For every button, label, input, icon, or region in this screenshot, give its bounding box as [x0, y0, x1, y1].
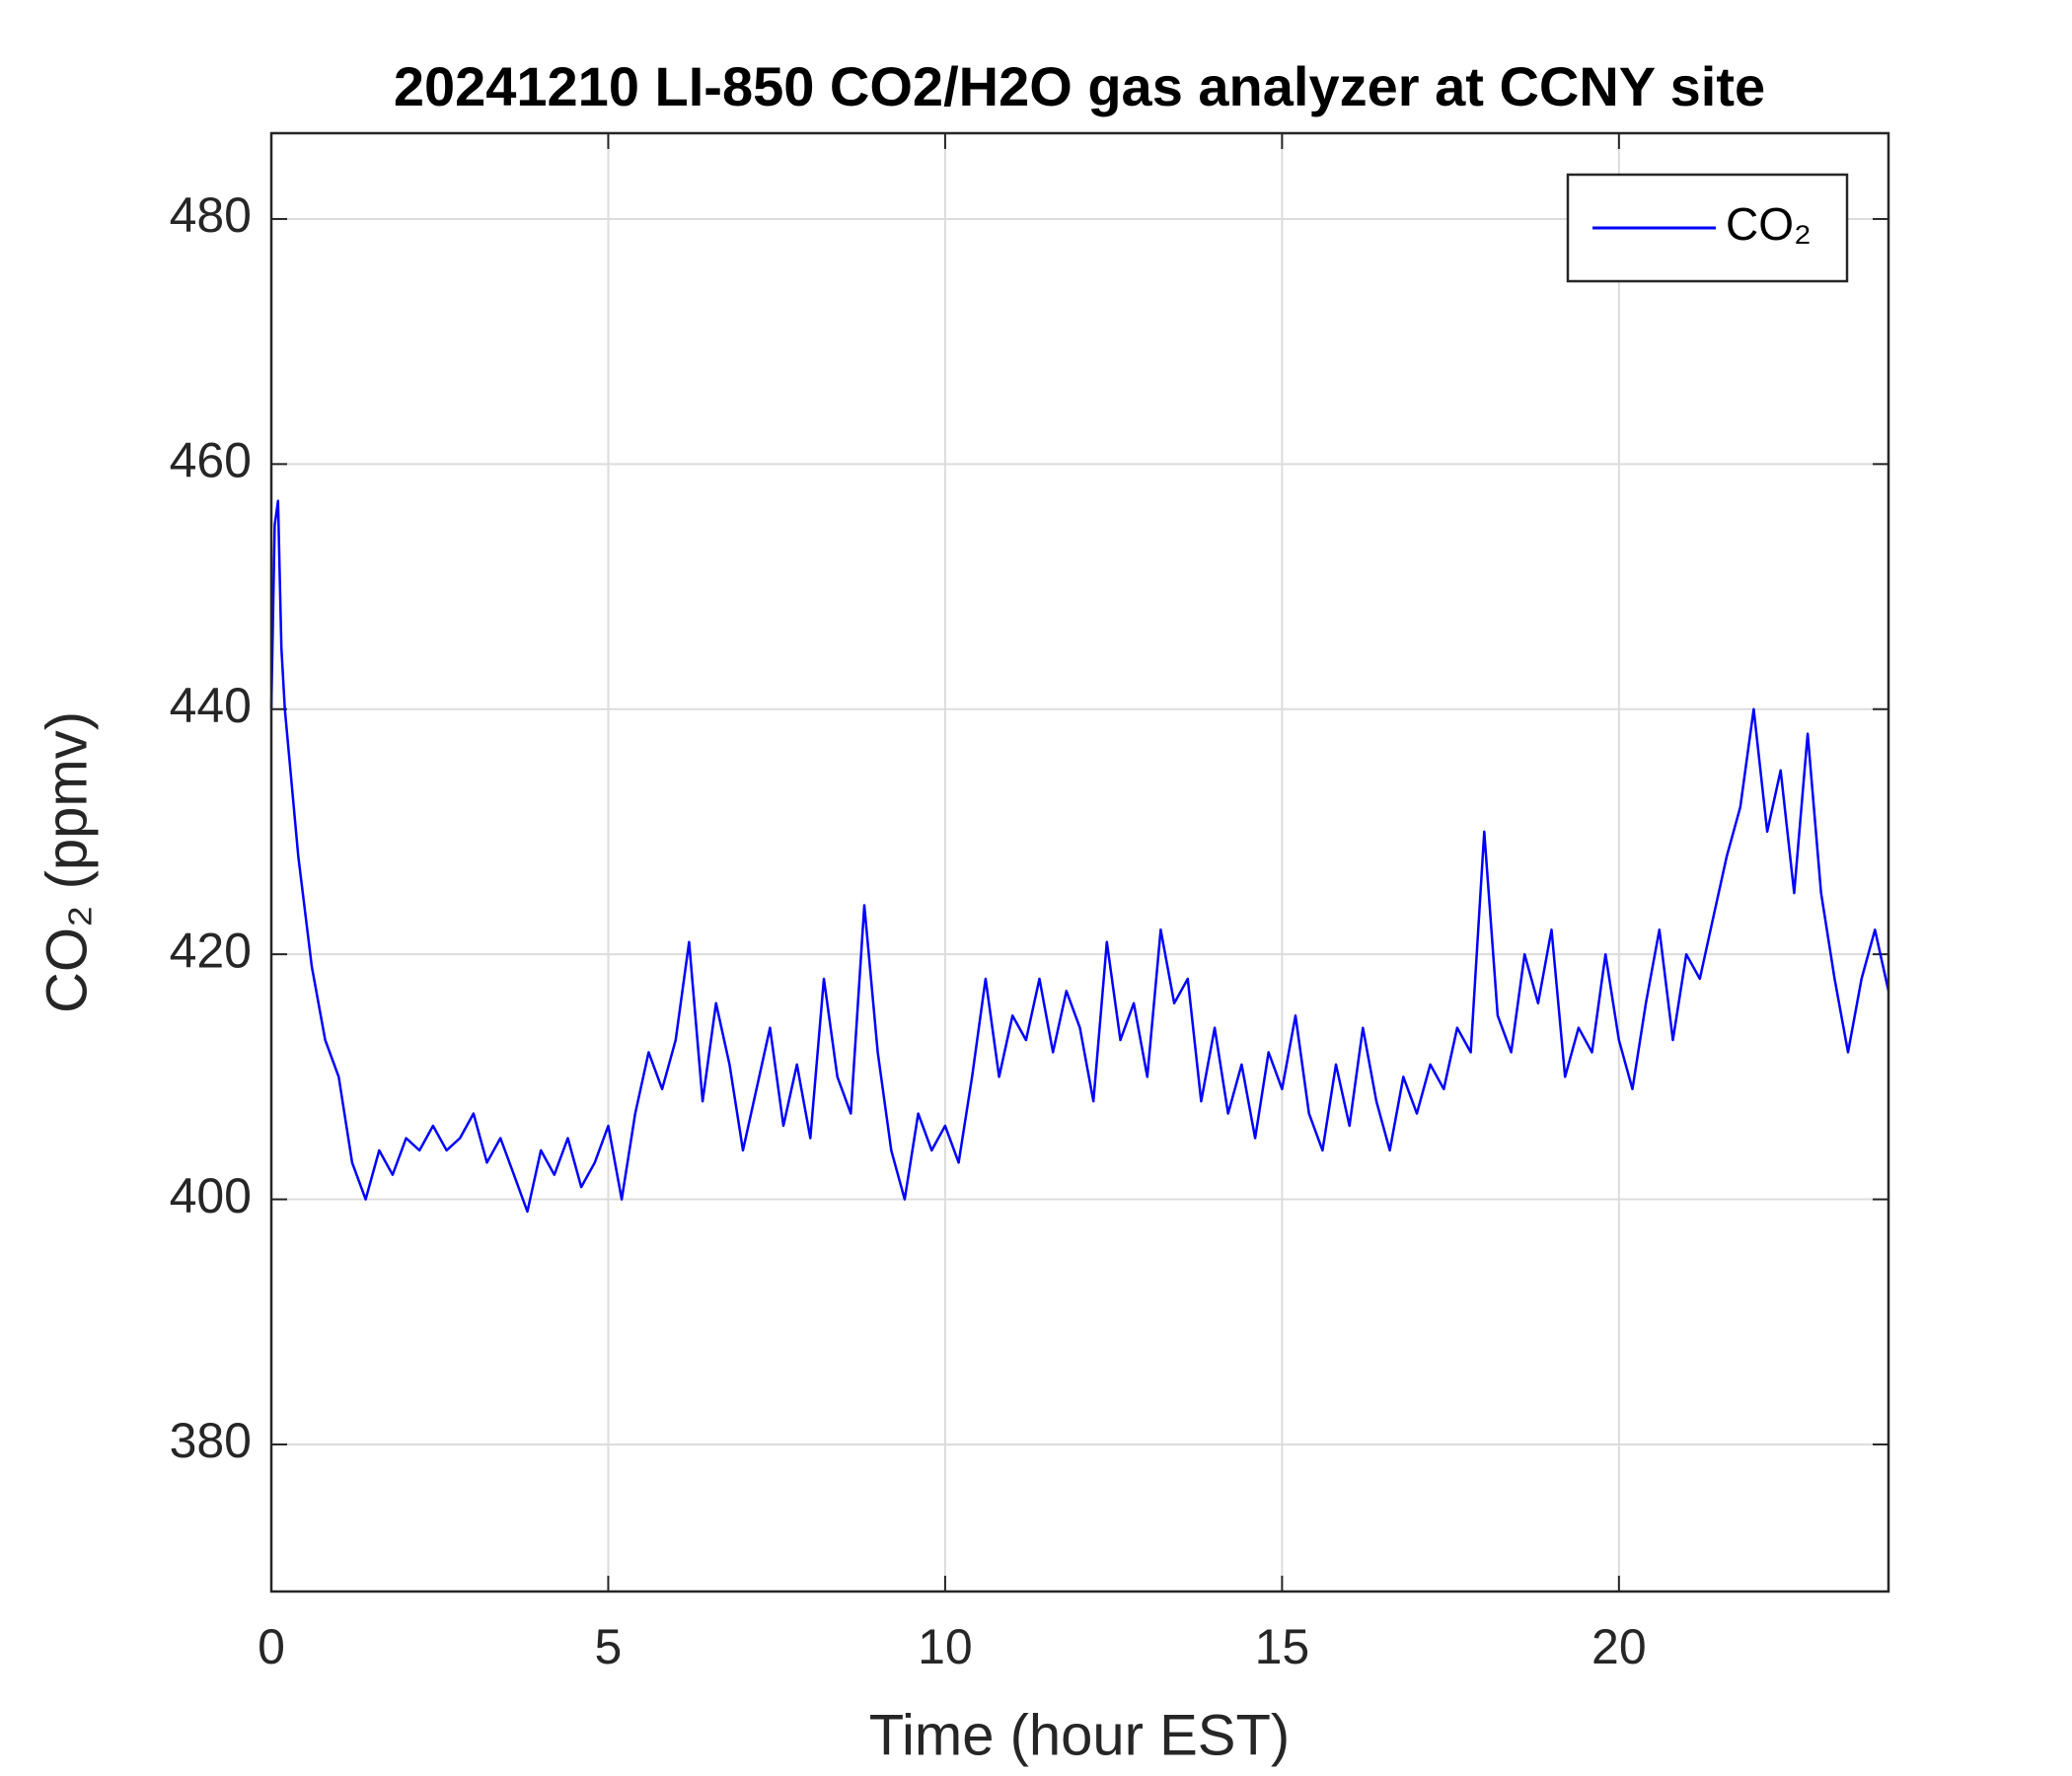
y-tick-label: 380 — [170, 1413, 252, 1468]
data-line — [269, 499, 1890, 1214]
legend-label: CO₂ — [1726, 198, 1812, 250]
y-tick-label: 400 — [170, 1168, 252, 1223]
x-tick-label: 0 — [258, 1619, 285, 1674]
y-tick-label: 460 — [170, 433, 252, 488]
plot-frame — [269, 131, 1890, 1593]
y-tick-label: 480 — [170, 187, 252, 243]
y-axis-label: CO₂ (ppmv) — [35, 711, 99, 1013]
x-tick-label: 20 — [1591, 1619, 1647, 1674]
y-tick-label: 420 — [170, 923, 252, 978]
x-axis-label: Time (hour EST) — [869, 1703, 1290, 1767]
y-tick-label: 440 — [170, 678, 252, 733]
x-tick-label: 10 — [918, 1619, 973, 1674]
chart-title: 20241210 LI-850 CO2/H2O gas analyzer at … — [394, 55, 1765, 117]
x-tick-label: 15 — [1255, 1619, 1310, 1674]
x-tick-label: 5 — [595, 1619, 623, 1674]
